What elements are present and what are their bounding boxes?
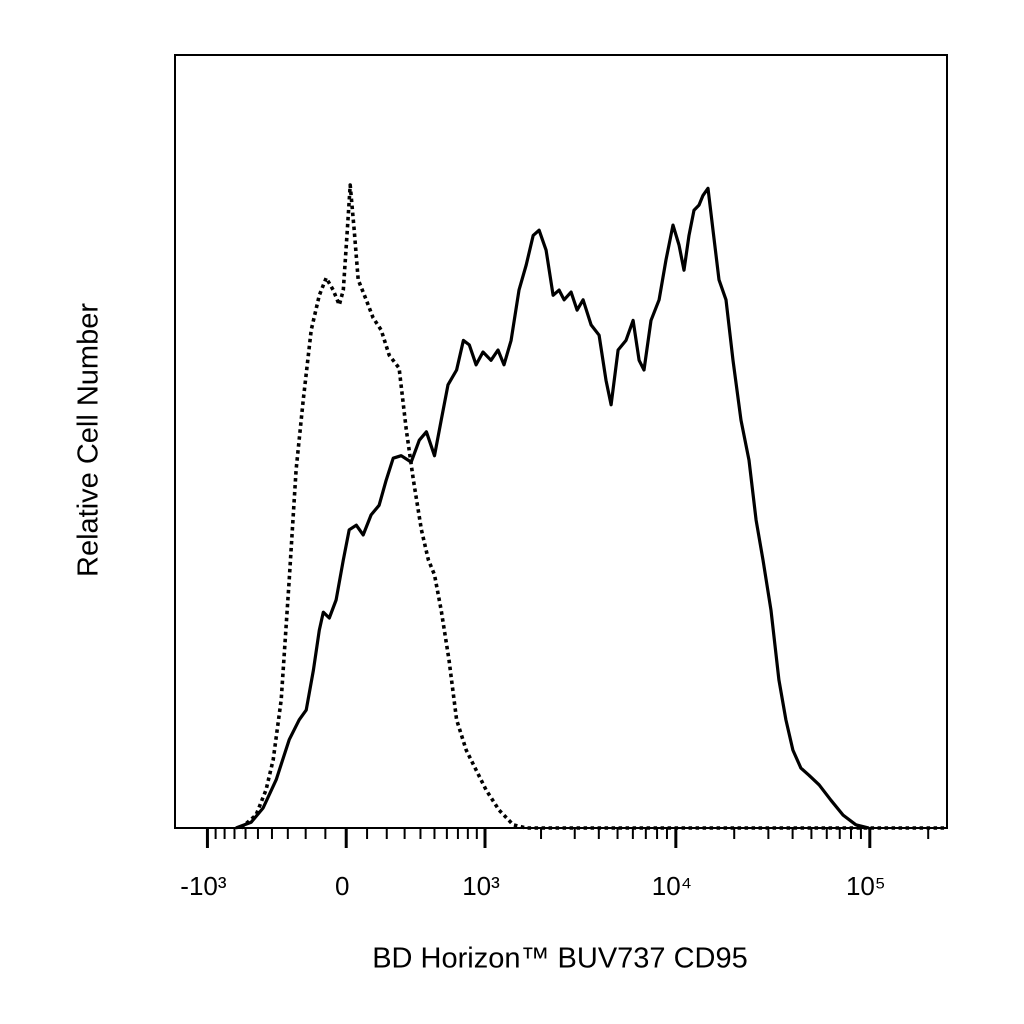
y-axis-label: Relative Cell Number xyxy=(73,303,105,577)
x-tick-label: 10⁴ xyxy=(652,871,692,901)
x-tick-label: 10³ xyxy=(462,871,500,901)
dotted-line xyxy=(239,183,947,830)
x-axis-label: BD Horizon™ BUV737 CD95 xyxy=(372,943,748,975)
plot-frame xyxy=(174,54,948,829)
solid-line xyxy=(235,186,870,830)
x-tick-label: -10³ xyxy=(180,871,227,901)
x-tick-label: 10⁵ xyxy=(846,871,886,901)
x-tick-label: 0 xyxy=(335,871,349,901)
